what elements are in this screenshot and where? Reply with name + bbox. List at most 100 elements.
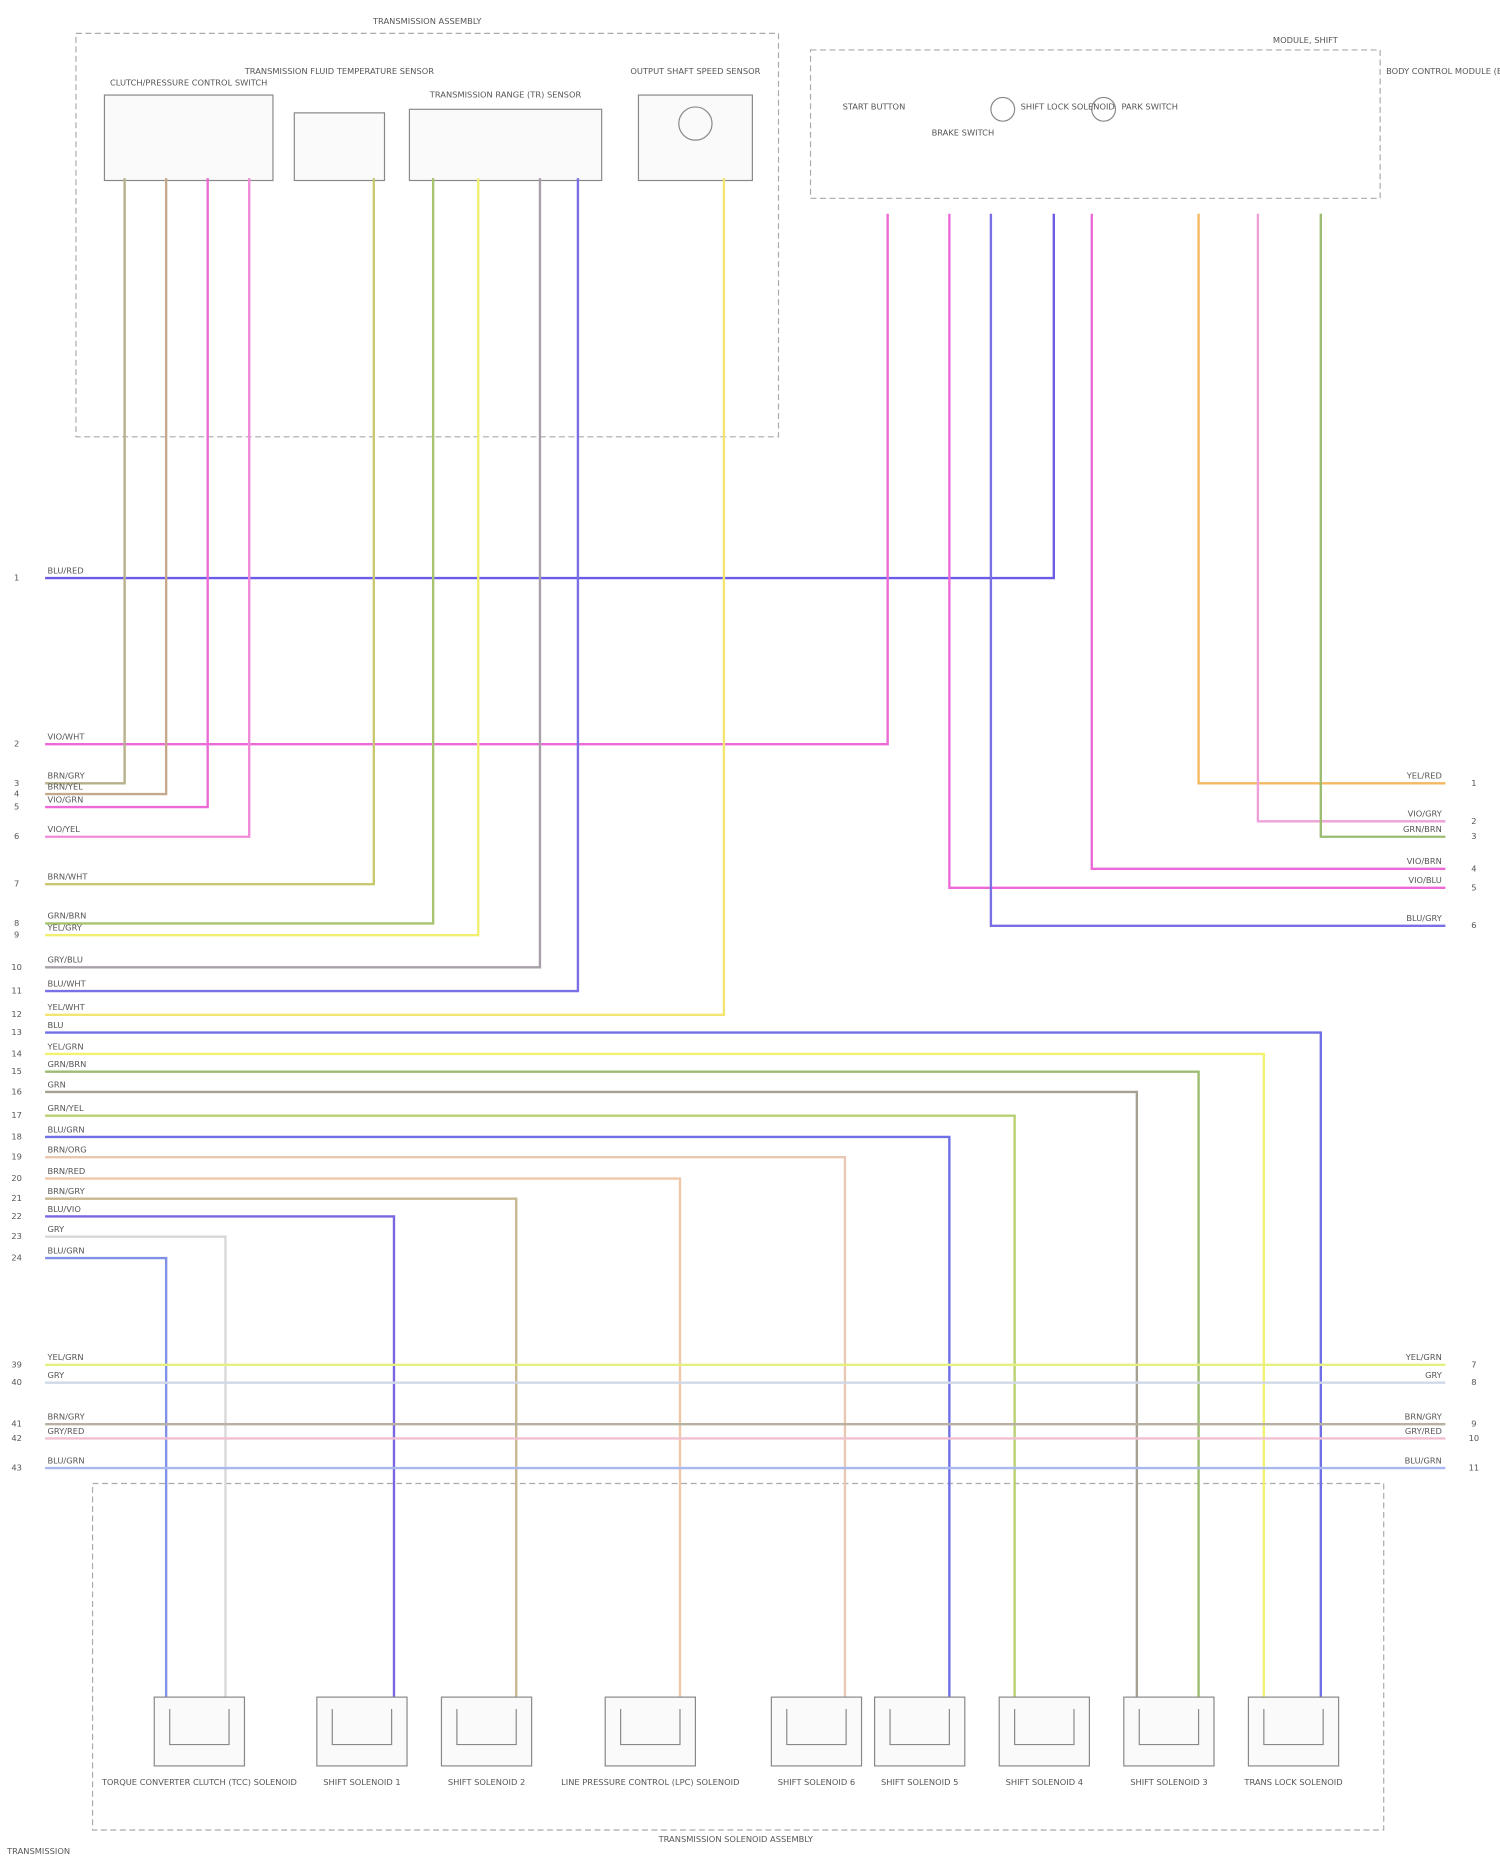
switch-icon [1091,96,1117,122]
wire [45,1052,1266,1698]
pin-number: 17 [11,1110,22,1120]
wire [45,1155,847,1698]
wire-label: GRY/RED [47,1426,84,1436]
component [637,94,753,182]
wire-label: YEL/WHT [46,1002,85,1012]
wire-label: VIO/GRY [1408,809,1443,819]
pin-number: 1 [14,573,19,583]
wire-label: BRN/GRY [47,1186,85,1196]
wire-label: GRY [1425,1370,1443,1380]
pin-number: 11 [1469,1463,1480,1473]
wire [45,1197,518,1698]
wire-label: BRN/GRY [47,1412,85,1422]
sensor-icon [678,106,713,141]
pin-number: 4 [14,789,19,799]
pin-number: 4 [1471,863,1476,873]
wire-label: GRY/RED [1405,1426,1442,1436]
wire [45,178,376,886]
pin-number: 5 [14,802,19,812]
pin-number: 12 [11,1009,22,1019]
solenoid-label: SHIFT SOLENOID 5 [881,1777,958,1787]
wire-label: BLU/RED [47,565,83,575]
solenoid-coil [620,1708,681,1746]
wire-label: BLU/GRN [47,1124,84,1134]
wire-label: GRN/YEL [47,1103,84,1113]
wire-label: YEL/RED [1406,771,1442,781]
pin-number: 24 [11,1253,22,1263]
wire [948,213,1446,889]
wire [45,1070,1200,1698]
wire [45,213,1055,580]
component [103,94,274,182]
wire [989,213,1446,927]
assembly-box [91,1482,1385,1831]
wire [45,178,126,785]
solenoid-label: LINE PRESSURE CONTROL (LPC) SOLENOID [561,1777,739,1787]
pin-number: 42 [11,1433,22,1443]
pin-number: 10 [11,962,22,972]
wire-label: VIO/WHT [47,732,85,742]
pin-number: 6 [1471,920,1476,930]
wire-label: BLU/WHT [47,978,86,988]
solenoid [998,1696,1090,1767]
pin-number: 19 [11,1152,22,1162]
wire-label: BLU/GRN [47,1245,84,1255]
wire [45,178,435,925]
pin-number: 15 [11,1066,22,1076]
pin-number: 7 [1471,1359,1476,1369]
solenoid [770,1696,863,1767]
component-label: BRAKE SWITCH [932,128,995,138]
solenoid-label: TORQUE CONVERTER CLUTCH (TCC) SOLENOID [101,1777,297,1787]
solenoid-coil [1263,1708,1324,1746]
wire-label: BLU [47,1020,63,1030]
component-label: PARK SWITCH [1121,101,1178,111]
solenoid-label: SHIFT SOLENOID 3 [1130,1777,1207,1787]
wire [45,1090,1139,1698]
wire [1319,213,1446,838]
pin-number: 1 [1471,778,1476,788]
solenoid-label: TRANS LOCK SOLENOID [1243,1777,1342,1787]
solenoid-coil [786,1708,847,1746]
pin-number: 23 [11,1231,22,1241]
wire-label: GRY [47,1224,65,1234]
solenoid-label: SHIFT SOLENOID 1 [323,1777,400,1787]
wire [45,1177,682,1698]
wire-label: VIO/BRN [1407,856,1442,866]
wire-label: YEL/GRN [46,1352,83,1362]
wire-label: GRY [47,1370,65,1380]
wire [45,178,480,937]
wire-label: VIO/YEL [47,824,80,834]
wire-label: VIO/GRN [47,794,83,804]
wire-label: BLU/GRN [1405,1455,1442,1465]
wire [1197,213,1446,785]
solenoid [604,1696,697,1767]
wire-label: GRN/BRN [1403,824,1442,834]
component [293,112,386,182]
solenoid-coil [1014,1708,1075,1746]
wire-label: BRN/ORG [47,1145,86,1155]
wire [45,1031,1322,1698]
pin-number: 2 [14,739,19,749]
solenoid-coil [1138,1708,1200,1746]
component-label: OUTPUT SHAFT SPEED SENSOR [630,66,760,76]
pin-number: 8 [14,918,19,928]
solenoid [440,1696,533,1767]
wire [45,1114,1016,1698]
pin-number: 2 [1471,816,1476,826]
wire [45,1135,951,1698]
component [408,108,603,182]
wire-label: GRN [47,1079,65,1089]
pin-number: 10 [1469,1433,1480,1443]
wire-label: BRN/GRY [47,771,85,781]
wire-label: GRN/BRN [47,1059,86,1069]
assembly-box [809,49,1381,199]
component-label: SHIFT LOCK SOLENOID [1021,101,1115,111]
pin-number: 7 [14,879,19,889]
pin-number: 22 [11,1211,22,1221]
pin-number: 14 [11,1048,22,1058]
wire-label: GRY/BLU [47,955,83,965]
wire [45,178,168,796]
pin-number: 40 [11,1377,22,1387]
pin-number: 6 [14,831,19,841]
assembly-box [75,32,780,438]
